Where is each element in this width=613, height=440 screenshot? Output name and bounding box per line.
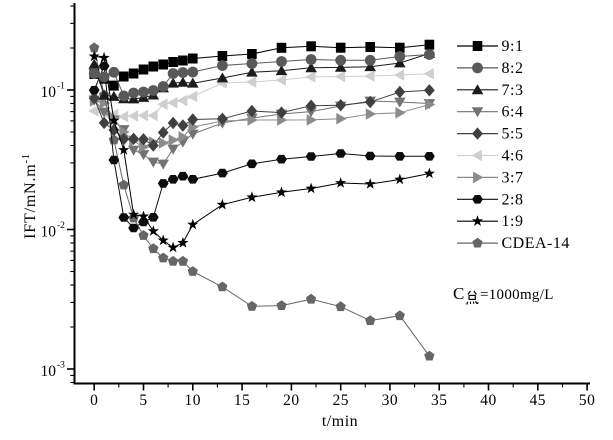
- svg-text:1:9: 1:9: [502, 213, 524, 230]
- svg-text:-1: -1: [57, 82, 65, 92]
- svg-text:40: 40: [480, 392, 497, 409]
- svg-text:5:5: 5:5: [502, 126, 524, 143]
- svg-text:C: C: [453, 284, 464, 303]
- svg-text:CDEA-14: CDEA-14: [502, 235, 570, 252]
- svg-text:15: 15: [234, 392, 251, 409]
- svg-text:2:8: 2:8: [502, 191, 524, 208]
- svg-text:0: 0: [90, 392, 98, 409]
- svg-text:IFT/mN.m-1: IFT/mN.m-1: [21, 153, 39, 239]
- svg-text:5: 5: [139, 392, 147, 409]
- svg-text:30: 30: [382, 392, 399, 409]
- svg-text:25: 25: [332, 392, 349, 409]
- svg-text:10: 10: [41, 84, 57, 101]
- svg-text:50: 50: [579, 392, 596, 409]
- svg-text:4:6: 4:6: [502, 148, 524, 165]
- svg-text:t/min: t/min: [322, 413, 358, 430]
- svg-text:10: 10: [41, 224, 57, 241]
- svg-text:10: 10: [185, 392, 202, 409]
- svg-text:35: 35: [431, 392, 448, 409]
- svg-text:10: 10: [41, 363, 57, 380]
- svg-text:=1000mg/L: =1000mg/L: [480, 287, 554, 303]
- svg-text:-2: -2: [57, 221, 65, 231]
- svg-text:7:3: 7:3: [502, 82, 524, 99]
- svg-text:20: 20: [283, 392, 300, 409]
- svg-text:3:7: 3:7: [502, 169, 524, 186]
- svg-text:6:4: 6:4: [502, 104, 524, 121]
- svg-text:9:1: 9:1: [502, 38, 524, 55]
- svg-text:45: 45: [530, 392, 547, 409]
- svg-text:8:2: 8:2: [502, 60, 524, 77]
- svg-text:-3: -3: [57, 361, 65, 371]
